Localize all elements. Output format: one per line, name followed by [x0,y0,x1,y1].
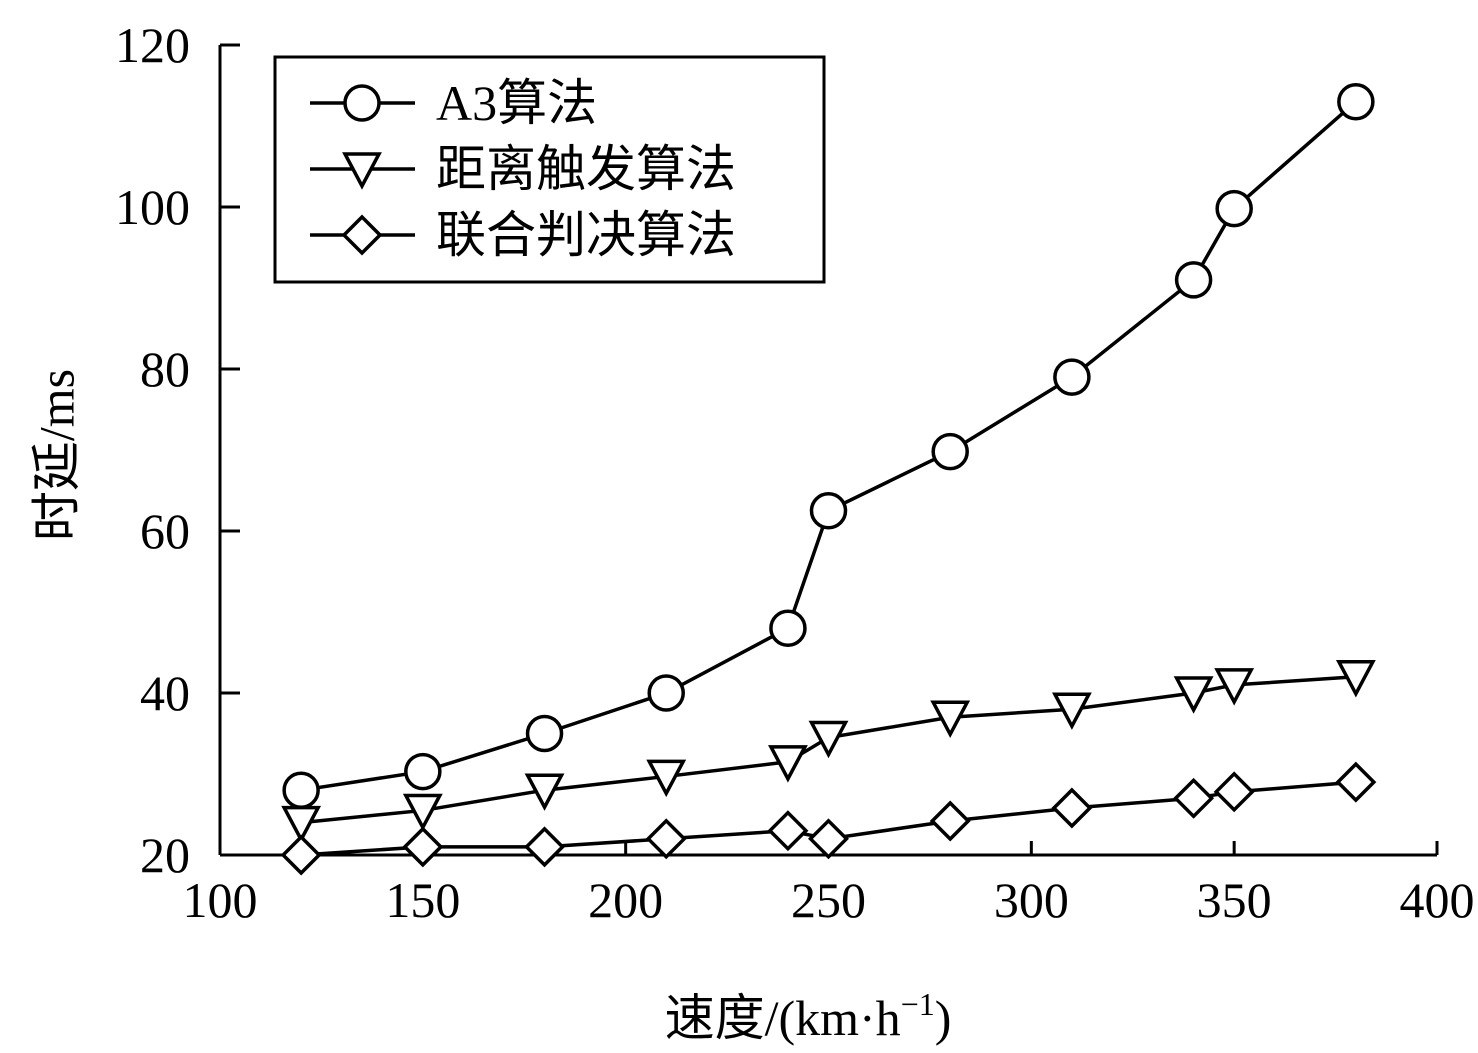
data-point-triangle-down [1335,660,1376,698]
x-axis-title-close: ) [935,990,952,1046]
y-tick-label: 100 [115,179,190,235]
data-point-diamond [929,800,971,842]
data-point-diamond [767,810,809,852]
data-point-triangle-down [646,759,687,798]
x-tick-label: 250 [791,872,866,928]
data-point-diamond [1051,787,1093,829]
data-point-diamond [524,826,566,868]
x-tick-label: 300 [994,872,1069,928]
data-point-circle [1053,358,1091,396]
ticks: 100 150 200 250 300 350 400 20 40 60 80 100 120 [115,17,1475,928]
data-point-diamond [1173,777,1215,819]
data-point-diamond [1335,761,1377,803]
legend-label: A3算法 [436,75,597,131]
x-tick-label: 100 [183,872,258,928]
data-point-diamond [645,818,687,860]
y-tick-label: 60 [140,503,190,559]
legend-entry: 距离触发算法 [310,141,736,197]
data-point-diamond [402,826,444,868]
data-point-diamond [280,834,322,876]
data-point-triangle-down [342,152,382,190]
x-tick-label: 200 [588,872,663,928]
data-point-diamond [341,214,383,256]
y-tick-label: 40 [140,665,190,721]
data-point-circle [1174,261,1213,299]
data-point-circle [343,84,381,122]
data-point-triangle-down [1214,668,1255,706]
x-tick-label: 350 [1197,872,1272,928]
data-point-circle [647,674,685,712]
data-point-circle [931,432,969,471]
legend-label: 距离触发算法 [436,141,736,197]
series-3 [280,761,1377,876]
data-point-triangle-down [281,805,322,844]
data-point-circle [282,771,320,809]
legend-entry: A3算法 [310,75,597,131]
y-tick-label: 80 [140,341,190,397]
data-point-circle [525,714,564,753]
data-point-diamond [808,818,849,860]
x-tick-label: 400 [1400,872,1475,928]
legend-entry: 联合判决算法 [310,207,736,263]
x-axis-title: 速度/(km·h−1) [665,986,952,1046]
x-tick-label: 150 [385,872,460,928]
data-point-triangle-down [524,773,565,811]
data-point-circle [1337,82,1375,121]
data-point-triangle-down [768,745,808,783]
series-1 [282,82,1375,809]
data-point-triangle-down [808,720,849,759]
data-point-circle [809,492,848,530]
x-axis-title-main: 速度/(km·h [665,990,901,1046]
y-axis-title: 时延/ms [28,369,84,541]
data-point-circle [769,609,807,647]
data-point-triangle-down [402,793,443,832]
y-tick-label: 120 [115,17,190,73]
data-point-triangle-down [1051,692,1092,730]
y-tick-label: 20 [140,827,190,883]
data-point-diamond [1213,771,1255,813]
series-layer [280,82,1377,876]
data-point-triangle-down [930,700,971,739]
series-2 [281,660,1376,844]
data-point-circle [404,752,442,791]
data-point-triangle-down [1173,676,1214,714]
legend-label: 联合判决算法 [436,207,736,263]
data-point-circle [1215,189,1253,228]
x-axis-title-superscript: −1 [901,986,935,1022]
